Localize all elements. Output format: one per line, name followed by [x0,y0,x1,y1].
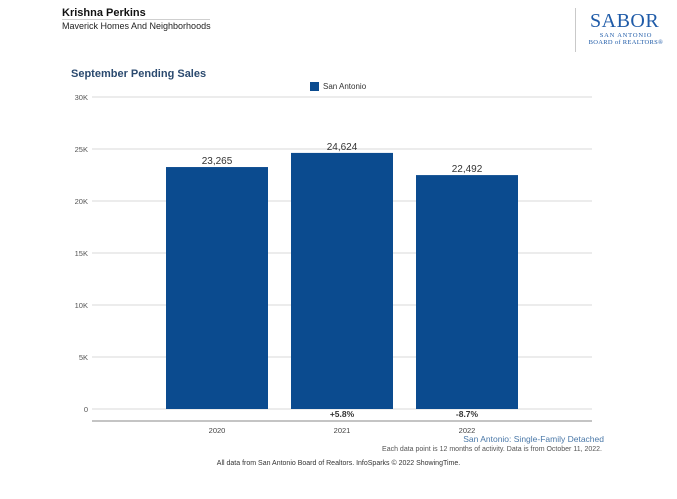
company-name: Maverick Homes And Neighborhoods [62,21,211,31]
y-tick-label: 10K [75,301,88,310]
legend-swatch [310,82,319,91]
change-label: +5.8% [330,409,355,419]
bar-2021 [291,152,393,409]
y-tick-label: 20K [75,197,88,206]
bar-value-label: 22,492 [452,164,483,175]
x-tick-label: 2022 [459,426,476,435]
logo-divider [575,8,576,52]
bar-value-label: 23,265 [202,156,233,167]
agent-name: Krishna Perkins [62,7,146,19]
series-note: San Antonio: Single-Family Detached [463,434,604,444]
period-note: Each data point is 12 months of activity… [382,446,602,453]
logo-subtitle-2: BOARD of REALTORS® [588,39,664,46]
change-label: -8.7% [456,409,479,419]
header-divider [62,19,210,20]
logo-subtitle-1: SAN ANTONIO [599,32,653,39]
y-tick-label: 0 [84,405,88,414]
chart-title: September Pending Sales [71,68,207,80]
bar-2020 [166,167,268,409]
bar-2022 [416,175,518,409]
y-tick-label: 25K [75,145,88,154]
x-tick-label: 2021 [334,426,351,435]
legend-label: San Antonio [323,82,367,91]
y-tick-label: 30K [75,93,88,102]
source-note: All data from San Antonio Board of Realt… [216,460,461,467]
bar-value-label: 24,624 [327,142,358,153]
y-tick-label: 5K [79,353,88,362]
logo-wordmark: SABOR [590,10,660,32]
x-tick-label: 2020 [209,426,226,435]
y-tick-label: 15K [75,249,88,258]
legend: San Antonio [310,82,366,91]
